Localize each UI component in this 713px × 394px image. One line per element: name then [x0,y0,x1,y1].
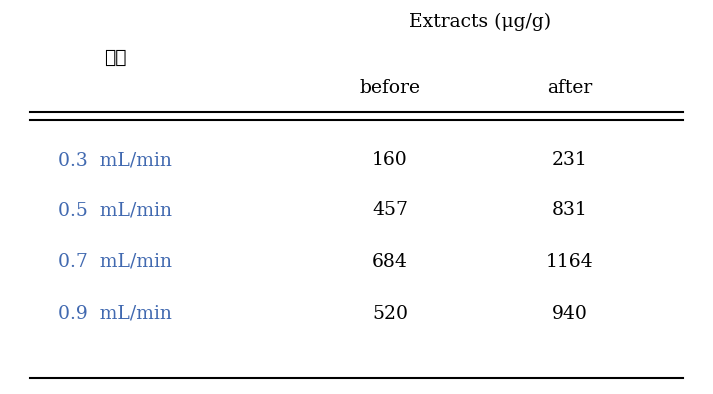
Text: 0.9  mL/min: 0.9 mL/min [58,305,172,323]
Text: after: after [548,79,593,97]
Text: 831: 831 [552,201,588,219]
Text: 684: 684 [372,253,408,271]
Text: 0.7  mL/min: 0.7 mL/min [58,253,172,271]
Text: 457: 457 [372,201,408,219]
Text: 종류: 종류 [104,49,126,67]
Text: 0.5  mL/min: 0.5 mL/min [58,201,172,219]
Text: 520: 520 [372,305,408,323]
Text: before: before [359,79,421,97]
Text: 160: 160 [372,151,408,169]
Text: 940: 940 [552,305,588,323]
Text: 0.3  mL/min: 0.3 mL/min [58,151,172,169]
Text: Extracts (μg/g): Extracts (μg/g) [409,13,551,31]
Text: 231: 231 [552,151,588,169]
Text: 1164: 1164 [546,253,594,271]
